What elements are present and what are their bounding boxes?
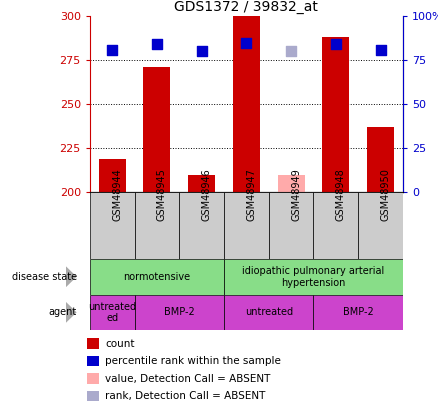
Text: count: count (106, 339, 135, 349)
Text: value, Detection Call = ABSENT: value, Detection Call = ABSENT (106, 373, 271, 384)
Text: GSM48944: GSM48944 (112, 168, 122, 221)
Bar (224, 192, 269, 259)
Point (153, 41, 160, 47)
Text: untreated
ed: untreated ed (88, 302, 136, 323)
Bar (144, 67, 170, 192)
Bar (314, 192, 358, 259)
Bar (224, 259, 403, 294)
Bar (358, 192, 403, 259)
Bar (314, 294, 403, 330)
Text: GSM48946: GSM48946 (201, 168, 212, 221)
Bar (90, 294, 134, 330)
Text: GSM48948: GSM48948 (336, 168, 346, 221)
Text: idiopathic pulmonary arterial
hypertension: idiopathic pulmonary arterial hypertensi… (242, 266, 385, 288)
Bar (269, 192, 314, 259)
Point (109, 47, 116, 53)
Bar (134, 192, 179, 259)
Bar (90, 259, 224, 294)
Bar (90, 192, 134, 259)
Point (198, 48, 205, 55)
Text: normotensive: normotensive (124, 272, 191, 282)
Point (243, 39, 250, 46)
Text: untreated: untreated (245, 307, 293, 318)
Bar (367, 127, 394, 192)
Bar (179, 192, 224, 259)
Text: GSM48949: GSM48949 (291, 168, 301, 221)
Bar (188, 175, 215, 192)
Text: BMP-2: BMP-2 (343, 307, 374, 318)
Bar (99, 159, 126, 192)
Bar (278, 175, 304, 192)
Text: BMP-2: BMP-2 (164, 307, 194, 318)
Bar (88, 373, 99, 384)
Title: GDS1372 / 39832_at: GDS1372 / 39832_at (174, 0, 318, 14)
Polygon shape (66, 302, 77, 323)
Text: GSM48950: GSM48950 (381, 168, 391, 221)
Bar (322, 37, 349, 192)
Text: rank, Detection Call = ABSENT: rank, Detection Call = ABSENT (106, 391, 266, 401)
Bar (88, 339, 99, 349)
Point (377, 47, 384, 53)
Point (332, 41, 339, 47)
Point (288, 48, 295, 55)
Bar (224, 294, 314, 330)
Bar (233, 16, 260, 192)
Text: disease state: disease state (11, 272, 77, 282)
Text: GSM48947: GSM48947 (246, 168, 256, 221)
Polygon shape (66, 266, 77, 288)
Text: GSM48945: GSM48945 (157, 168, 167, 221)
Text: agent: agent (49, 307, 77, 318)
Bar (134, 294, 224, 330)
Bar (88, 356, 99, 367)
Text: percentile rank within the sample: percentile rank within the sample (106, 356, 281, 366)
Bar (88, 391, 99, 401)
